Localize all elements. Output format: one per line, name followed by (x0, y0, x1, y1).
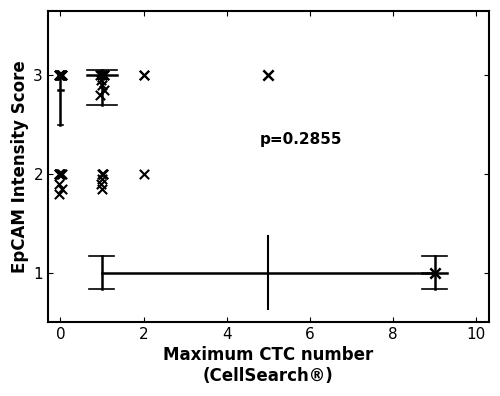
Point (99, 171, 107, 177)
Text: p=0.2855: p=0.2855 (260, 132, 342, 147)
Point (56, 171, 64, 177)
Point (264, 72, 272, 78)
Point (98, 176, 106, 182)
Point (58, 171, 66, 177)
Point (58, 72, 66, 78)
Point (100, 72, 108, 78)
Point (100, 87, 108, 93)
Point (58, 72, 66, 78)
Point (98, 171, 106, 177)
Point (56, 171, 64, 177)
Point (140, 72, 147, 78)
Point (96, 181, 104, 187)
Point (56, 72, 64, 78)
Point (98, 82, 106, 88)
Point (431, 270, 439, 276)
Point (56, 181, 64, 187)
Point (100, 72, 108, 78)
Point (54, 72, 62, 78)
Point (58, 72, 66, 78)
Point (57, 171, 65, 177)
Point (99, 171, 107, 177)
Point (54, 171, 62, 177)
Point (140, 171, 147, 177)
Point (96, 92, 104, 98)
Point (58, 186, 66, 192)
Y-axis label: EpCAM Intensity Score: EpCAM Intensity Score (11, 60, 29, 273)
Point (56, 72, 64, 78)
Point (140, 72, 147, 78)
X-axis label: Maximum CTC number
(CellSearch®): Maximum CTC number (CellSearch®) (164, 346, 374, 385)
Point (56, 72, 64, 78)
Point (98, 186, 106, 192)
Point (56, 171, 64, 177)
Point (54, 72, 62, 78)
Point (55, 190, 63, 197)
Point (98, 72, 106, 78)
Point (96, 72, 104, 78)
Point (98, 72, 106, 78)
Point (96, 77, 104, 84)
